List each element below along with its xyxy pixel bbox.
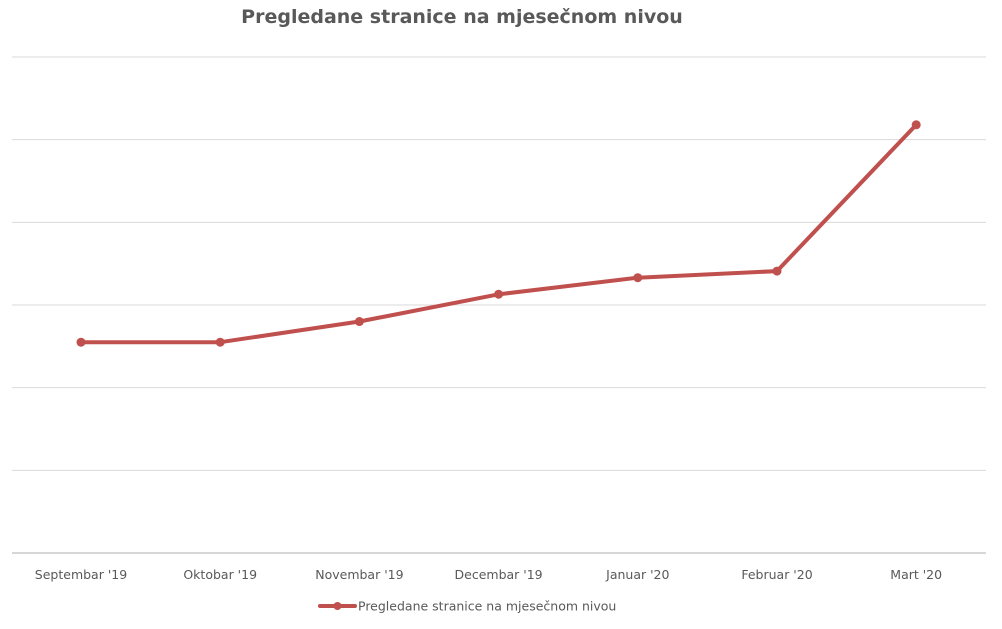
data-point bbox=[633, 273, 643, 283]
data-point bbox=[772, 266, 782, 276]
legend: Pregledane stranice na mjesečnom nivou bbox=[318, 599, 616, 614]
data-point bbox=[354, 317, 364, 327]
x-axis: Septembar '19 Oktobar '19 Novembar '19 Dece… bbox=[12, 552, 986, 582]
x-tick-label: Januar '20 bbox=[605, 567, 669, 582]
legend-label: Pregledane stranice na mjesečnom nivou bbox=[358, 599, 616, 614]
x-tick-label: Mart '20 bbox=[890, 567, 942, 582]
series-line bbox=[79, 122, 919, 345]
gridlines bbox=[12, 56, 986, 471]
data-point bbox=[911, 120, 921, 130]
series bbox=[76, 120, 921, 347]
x-tick-label: Decembar '19 bbox=[455, 567, 543, 582]
chart-title: Pregledane stranice na mjesečnom nivou bbox=[241, 6, 683, 28]
x-tick-label: Novembar '19 bbox=[315, 567, 403, 582]
data-point bbox=[215, 337, 225, 347]
data-point bbox=[76, 337, 86, 347]
data-point bbox=[494, 289, 504, 299]
x-tick-label: Februar '20 bbox=[741, 567, 812, 582]
x-tick-label: Septembar '19 bbox=[35, 567, 127, 582]
legend-marker bbox=[333, 602, 342, 610]
x-tick-label: Oktobar '19 bbox=[183, 567, 257, 582]
